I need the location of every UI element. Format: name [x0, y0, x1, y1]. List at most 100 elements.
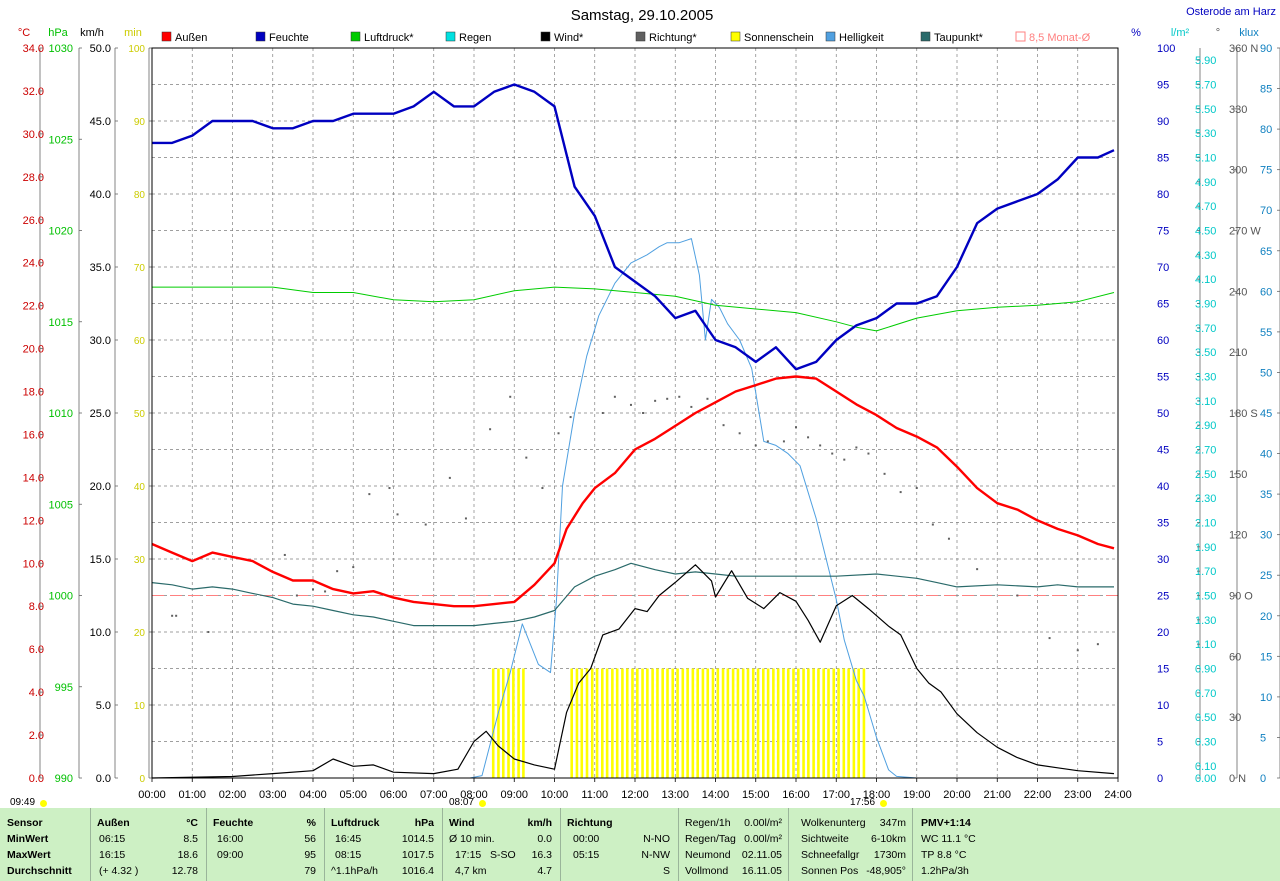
axis-unit-wind: km/h: [80, 27, 104, 39]
axis-tick-brightness: 25: [1260, 570, 1272, 582]
direction-point: [396, 513, 399, 516]
sunshine-bar: [585, 668, 589, 778]
series-line-dewpoint: [151, 562, 1114, 627]
axis-tick-humidity: 15: [1157, 664, 1169, 676]
axis-tick-direction: 240: [1229, 286, 1247, 298]
regen-1h-value: 0.00l/m²: [744, 817, 782, 829]
x-axis-ticks: 00:00 01:00 02:00 03:00 04:00 05:00 06:00 07:00…: [138, 778, 1132, 801]
sunshine-bar: [676, 668, 679, 778]
axis-tick-humidity: 40: [1157, 481, 1169, 493]
wind-10min-label: Ø 10 min.: [449, 833, 495, 845]
sunshine-bar: [686, 668, 689, 778]
x-tick-label: 00:00: [138, 789, 166, 801]
axis-unit-pressure: hPa: [48, 27, 68, 39]
direction-point: [1048, 637, 1051, 640]
direction-point: [899, 491, 902, 494]
axes: °C 0.0 2.0 4.0 6.0 8.0 10.0 12.0 14.0 16.0 18.0 20.…: [18, 27, 1280, 785]
axis-tick-humidity: 20: [1157, 627, 1169, 639]
wind-unit: km/h: [527, 817, 552, 829]
axis-tick-temp: 22.0: [23, 301, 44, 313]
sunshine-bar: [721, 668, 725, 778]
axis-tick-rain: 1.50: [1195, 591, 1216, 603]
aussen-max-time: 16:15: [99, 849, 126, 861]
direction-point: [666, 397, 669, 400]
direction-point: [368, 493, 371, 496]
row-label-max: MaxWert: [7, 849, 51, 861]
sunshine-bar: [706, 668, 710, 778]
x-tick-label: 06:00: [380, 789, 408, 801]
direction-point: [629, 403, 632, 406]
axis-tick-humidity: 25: [1157, 591, 1169, 603]
direction-point: [915, 487, 918, 490]
direction-point: [782, 440, 785, 443]
sunshine-bar: [625, 668, 629, 778]
axis-tick-humidity: 0: [1157, 773, 1163, 785]
wolkenunterg-label: Wolkenunterg: [801, 817, 866, 829]
axis-tick-brightness: 85: [1260, 84, 1272, 96]
sunset-dot: [880, 800, 887, 807]
direction-point: [754, 444, 757, 447]
axis-tick-temp: 30.0: [23, 129, 44, 141]
sunshine-bar: [646, 668, 649, 778]
legend: Außen Feuchte Luftdruck* Regen Wind* Richtung…: [161, 31, 1091, 44]
direction-point: [855, 446, 858, 449]
legend-swatch-dewpoint: [920, 31, 931, 42]
feuchte-header: Feuchte: [213, 817, 254, 829]
axis-tick-sunshine: 30: [134, 555, 146, 566]
legend-label-brightness: Helligkeit: [839, 32, 884, 44]
vollmond-value: 16.11.05: [741, 865, 782, 877]
series-line-wind: [151, 564, 1115, 779]
axis-tick-rain: 5.90: [1195, 55, 1216, 67]
legend-swatch-wind: [540, 31, 551, 42]
axis-tick-brightness: 50: [1260, 367, 1272, 379]
luftdruck-max-value: 1017.5: [401, 849, 434, 861]
axis-tick-rain: 2.70: [1195, 445, 1216, 457]
sunshine-bar: [656, 668, 659, 778]
series-line-pressure: [152, 286, 1115, 332]
feuchte-min-value: 56: [304, 833, 316, 845]
aussen-avg-value: 12.78: [171, 865, 198, 877]
col-wind: Wind km/h Ø 10 min. 0.0 17:15 S-SO 16.3 4,7…: [442, 808, 560, 881]
sunshine-bar: [701, 668, 705, 778]
x-tick-label: 15:00: [742, 789, 770, 801]
regen-tag-value: 0.00l/m²: [744, 833, 782, 845]
row-label-min: MinWert: [7, 833, 49, 845]
axis-tick-humidity: 55: [1157, 372, 1169, 384]
direction-point: [541, 487, 544, 490]
axis-tick-brightness: 55: [1260, 327, 1272, 339]
axis-tick-temp: 34.0: [23, 43, 44, 55]
sunshine-bar: [756, 668, 760, 778]
sunshine-bar: [611, 668, 614, 778]
axis-tick-direction: 180 S: [1229, 408, 1258, 420]
wind-run: 4,7 km: [455, 865, 487, 877]
aussen-header: Außen: [97, 817, 130, 829]
x-tick-label: 04:00: [299, 789, 327, 801]
sunshine-bar: [837, 668, 840, 778]
axis-tick-humidity: 80: [1157, 189, 1169, 201]
direction-point: [207, 631, 210, 633]
sunshine-bar: [822, 668, 825, 778]
sunshine-bar: [600, 668, 604, 778]
axis-tick-humidity: 30: [1157, 554, 1169, 566]
sunshine-bar: [862, 668, 866, 778]
sunshine-bar: [807, 668, 810, 778]
axis-tick-temp: 20.0: [23, 344, 44, 356]
schneefallgr-label: Schneefallgr: [801, 849, 860, 861]
axis-tick-sunshine: 0: [139, 774, 145, 785]
axis-tick-humidity: 65: [1157, 299, 1169, 311]
sunshine-bar: [696, 668, 699, 778]
statistics-footer: Sensor MinWert MaxWert Durchschnitt Auße…: [0, 808, 1280, 881]
direction-point: [654, 399, 657, 402]
axis-tick-direction: 330: [1229, 104, 1247, 116]
axis-tick-rain: 3.70: [1195, 323, 1216, 335]
regen-1h-label: Regen/1h: [685, 817, 731, 829]
sunshine-bar: [802, 668, 805, 778]
axis-tick-sunshine: 20: [134, 628, 146, 639]
direction-point: [690, 405, 693, 408]
axis-tick-humidity: 10: [1157, 700, 1169, 712]
neumond-value: 02.11.05: [741, 849, 782, 861]
axis-tick-rain: 3.90: [1195, 299, 1216, 311]
sichtweite-label: Sichtweite: [801, 833, 849, 845]
direction-point: [831, 452, 834, 455]
richtung-max-value: N-NW: [641, 849, 670, 861]
